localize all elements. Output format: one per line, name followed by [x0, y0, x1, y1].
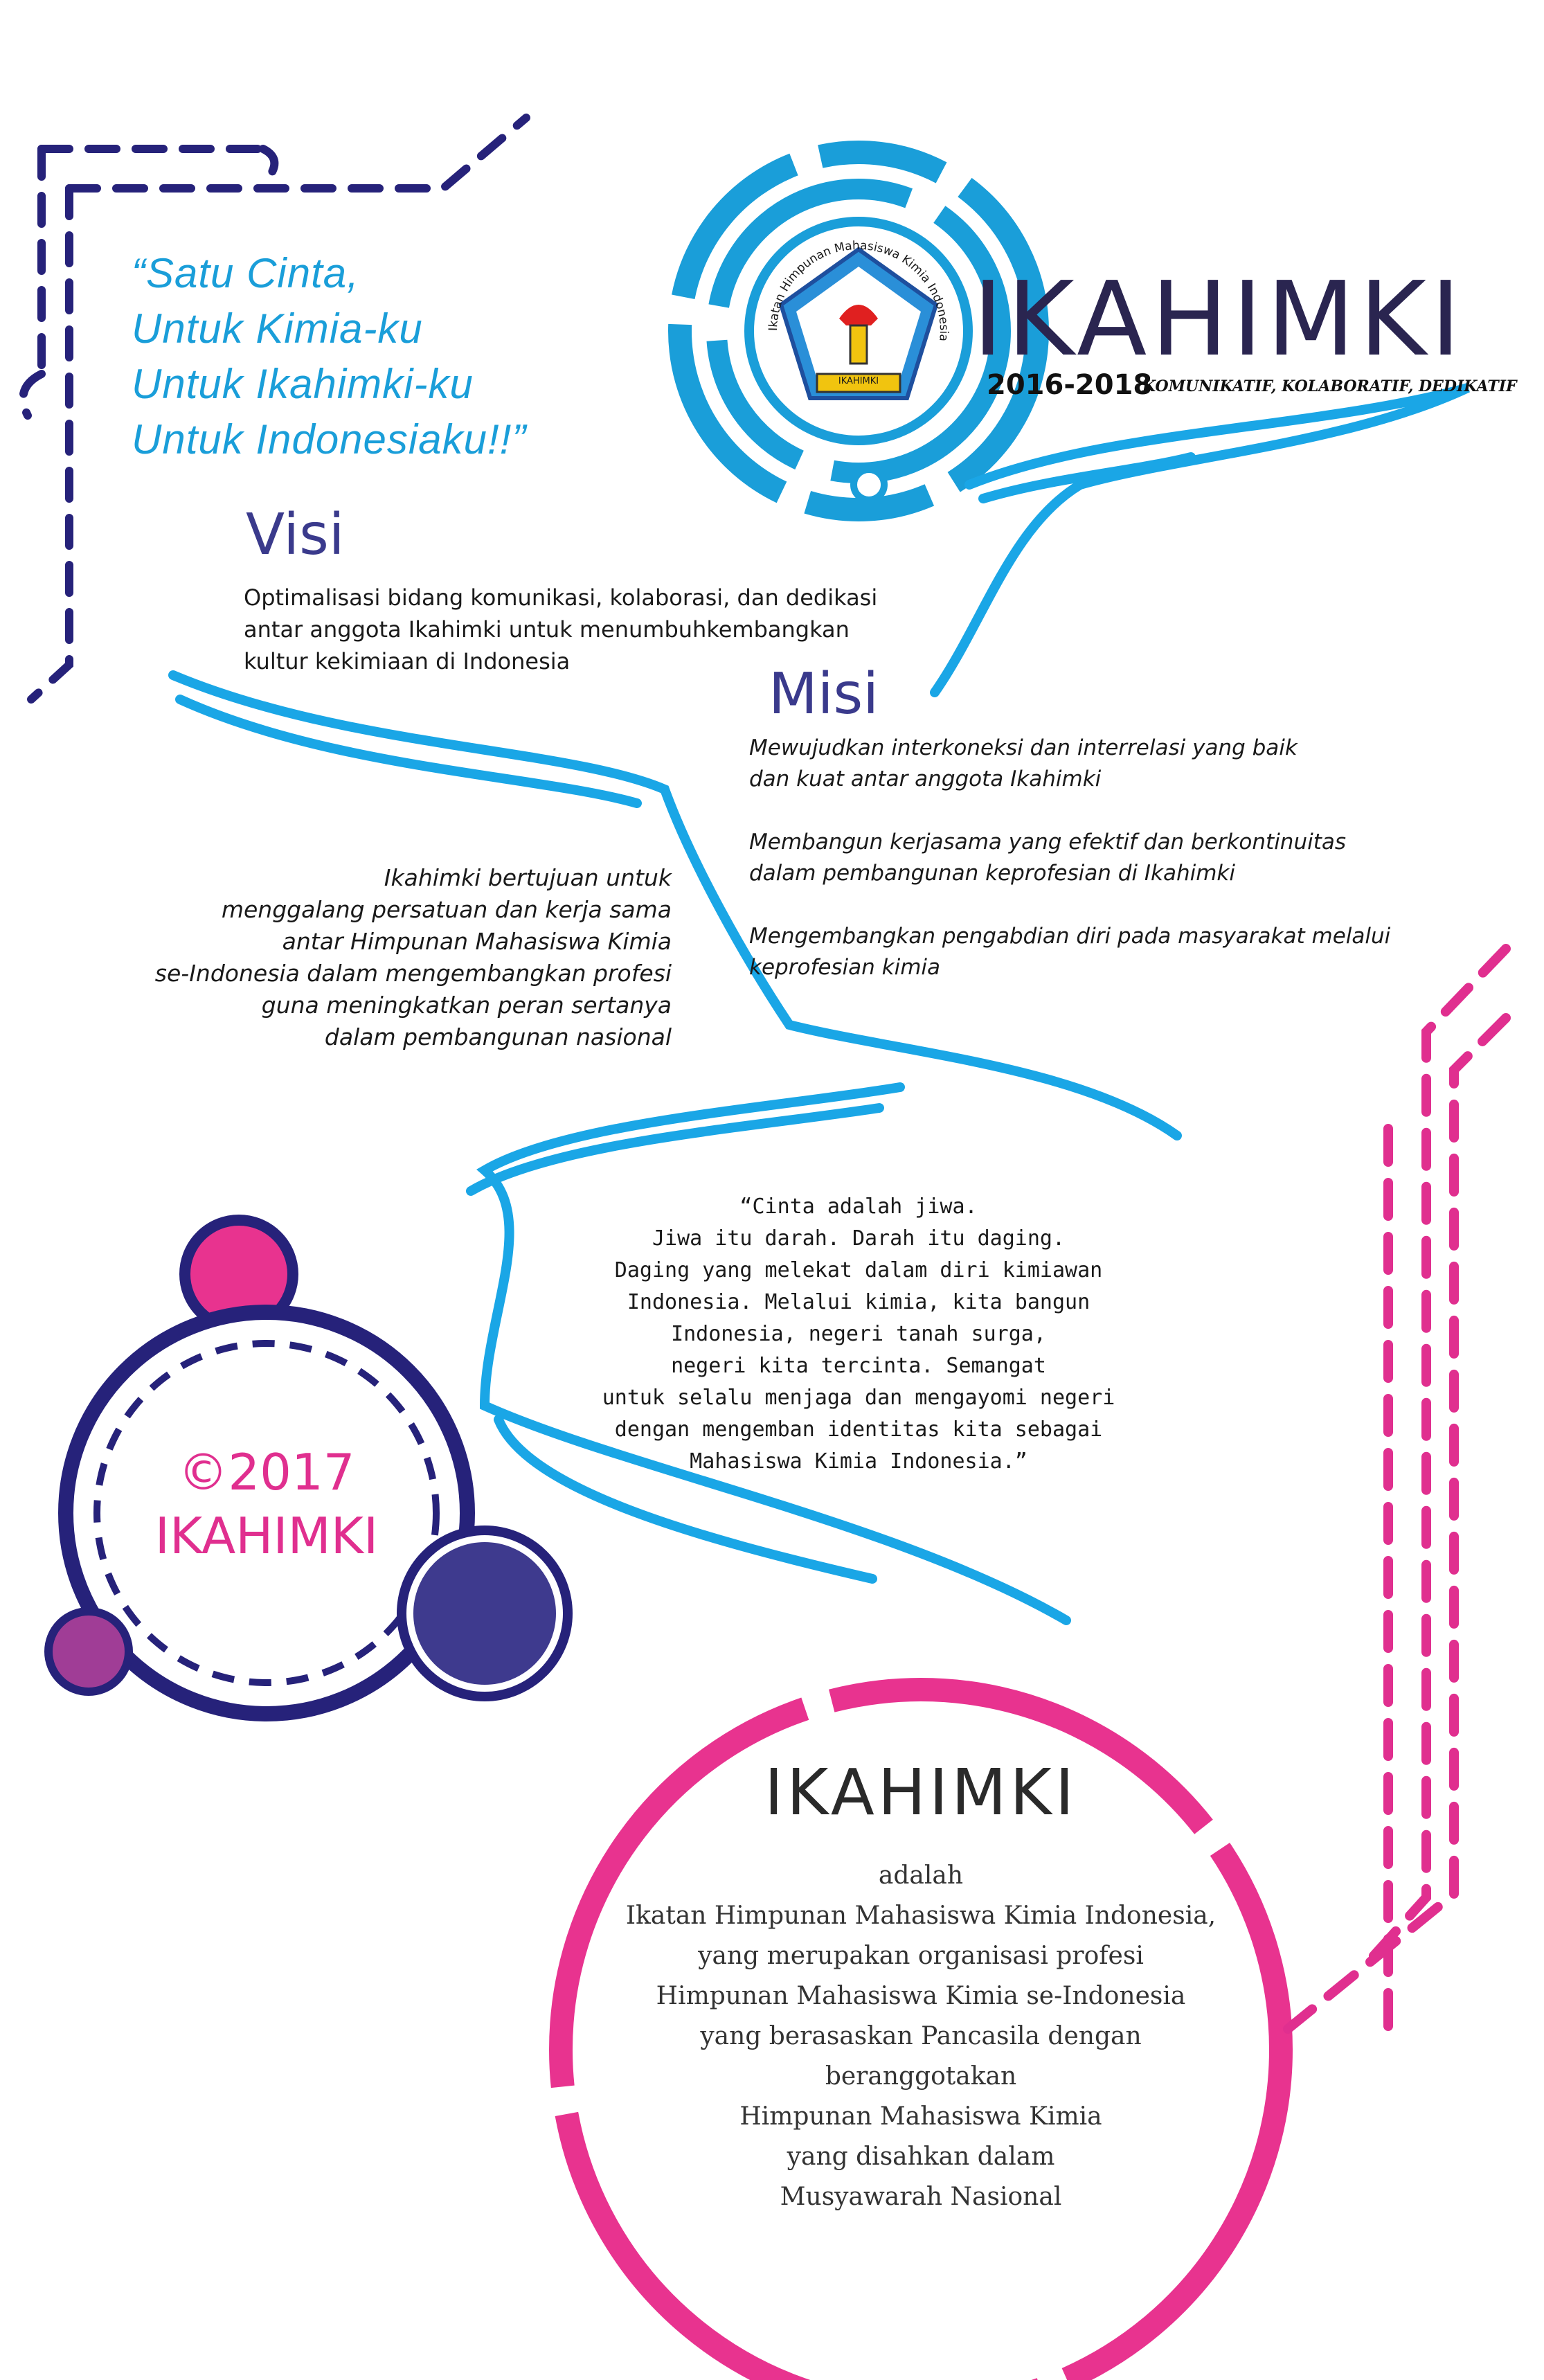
tujuan-text: Ikahimki bertujuan untuk menggalang pers…	[154, 864, 672, 1050]
copyright-circles	[44, 1215, 573, 1721]
visi-text: Optimalisasi bidang komunikasi, kolabora…	[244, 582, 922, 677]
about-title: IKAHIMKI	[764, 1755, 1077, 1829]
copyright-block: ©2017 IKAHIMKI	[132, 1440, 402, 1568]
copyright-year: ©2017	[178, 1443, 355, 1501]
motto-quote: “Satu Cinta, Untuk Kimia-ku Untuk Ikahim…	[132, 246, 658, 467]
navy-dashed-frame	[19, 114, 530, 704]
quote-line: Untuk Indonesiaku!!”	[132, 416, 527, 463]
misi-item: Mewujudkan interkoneksi dan interrelasi …	[749, 735, 1298, 791]
brand-motto: KOMUNIKATIF, KOLABORATIF, DEDIKATIF	[1142, 377, 1517, 395]
logo-ring-text: Ikatan Himpunan Mahasiswa Kimia Indonesi…	[766, 239, 951, 386]
brand-years: 2016-2018	[987, 369, 1153, 401]
quote-line: “Satu Cinta,	[132, 250, 359, 296]
poem-text: “Cinta adalah jiwa. Jiwa itu darah. Dara…	[602, 1195, 1115, 1474]
cyan-ribbons	[168, 383, 1470, 1625]
logo-rings	[668, 141, 1049, 521]
copyright-name: IKAHIMKI	[154, 1507, 379, 1565]
about-text: adalah Ikatan Himpunan Mahasiswa Kimia I…	[625, 1861, 1217, 2211]
misi-list: Mewujudkan interkoneksi dan interrelasi …	[749, 733, 1483, 1015]
visi-heading: Visi	[246, 502, 345, 568]
quote-line: Untuk Kimia-ku	[132, 305, 423, 352]
pink-circle	[549, 1678, 1293, 2380]
misi-item: Mengembangkan pengabdian diri pada masya…	[749, 924, 1391, 980]
brand-title: IKAHIMKI	[973, 260, 1465, 379]
quote-line: Untuk Ikahimki-ku	[132, 361, 474, 407]
pink-dashed-lines	[1283, 944, 1511, 2048]
misi-heading: Misi	[769, 661, 879, 727]
visi-line: antar anggota Ikahimki untuk menumbuhkem…	[244, 616, 850, 643]
logo-ring-label: Ikatan Himpunan Mahasiswa Kimia Indonesi…	[766, 239, 951, 342]
visi-line: Optimalisasi bidang komunikasi, kolabora…	[244, 584, 878, 611]
svg-text:Ikatan Himpunan Mahasiswa Kimi: Ikatan Himpunan Mahasiswa Kimia Indonesi…	[766, 239, 951, 342]
misi-item: Membangun kerjasama yang efektif dan ber…	[749, 830, 1347, 886]
logo-banner-label: IKAHIMKI	[838, 376, 879, 386]
visi-line: kultur kekimiaan di Indonesia	[244, 648, 571, 674]
